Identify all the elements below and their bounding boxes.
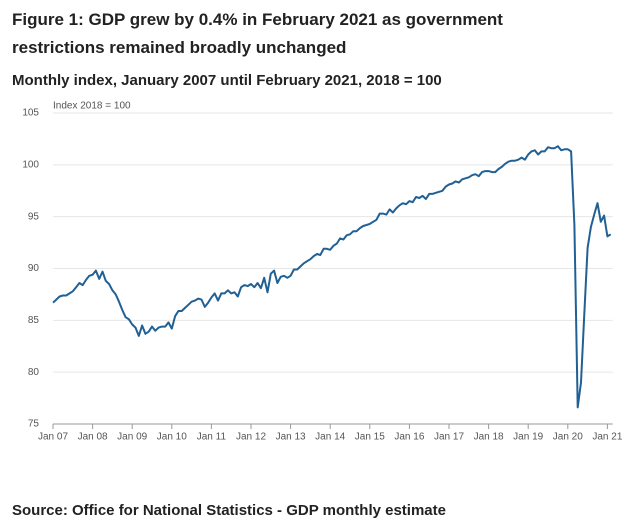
x-tick-label: Jan 09 — [117, 432, 147, 443]
x-tick-label: Jan 15 — [355, 432, 385, 443]
x-tick-label: Jan 07 — [38, 432, 68, 443]
x-tick-label: Jan 14 — [315, 432, 345, 443]
x-tick-label: Jan 19 — [513, 432, 543, 443]
y-tick-label: 85 — [28, 315, 40, 326]
chart-title: Figure 1: GDP grew by 0.4% in February 2… — [12, 10, 503, 57]
data-line — [52, 145, 612, 409]
y-tick-label: 90 — [28, 263, 40, 274]
y-tick-label: 105 — [22, 108, 39, 119]
x-tick-label: Jan 12 — [236, 432, 266, 443]
x-tick-label: Jan 16 — [394, 432, 424, 443]
y-axis-label: Index 2018 = 100 — [53, 101, 131, 112]
y-tick-label: 95 — [28, 211, 40, 222]
x-tick-label: Jan 11 — [197, 432, 227, 443]
chart-subtitle: Monthly index, January 2007 until Februa… — [12, 72, 442, 89]
x-tick-label: Jan 21 — [592, 432, 622, 443]
y-tick-label: 100 — [22, 159, 39, 170]
y-tick-label: 75 — [28, 419, 40, 430]
source: Source: Office for National Statistics -… — [12, 502, 446, 519]
x-tick-label: Jan 20 — [553, 432, 583, 443]
chart: Index 2018 = 100 75 80 85 90 95 100 105 Jan 07 J… — [22, 101, 623, 443]
x-tick-label: Jan 08 — [78, 432, 108, 443]
x-tick-label: Jan 10 — [157, 432, 187, 443]
x-tick-label: Jan 13 — [276, 432, 306, 443]
x-tick-label: Jan 18 — [474, 432, 504, 443]
x-tick-label: Jan 17 — [434, 432, 464, 443]
y-tick-label: 80 — [28, 367, 40, 378]
